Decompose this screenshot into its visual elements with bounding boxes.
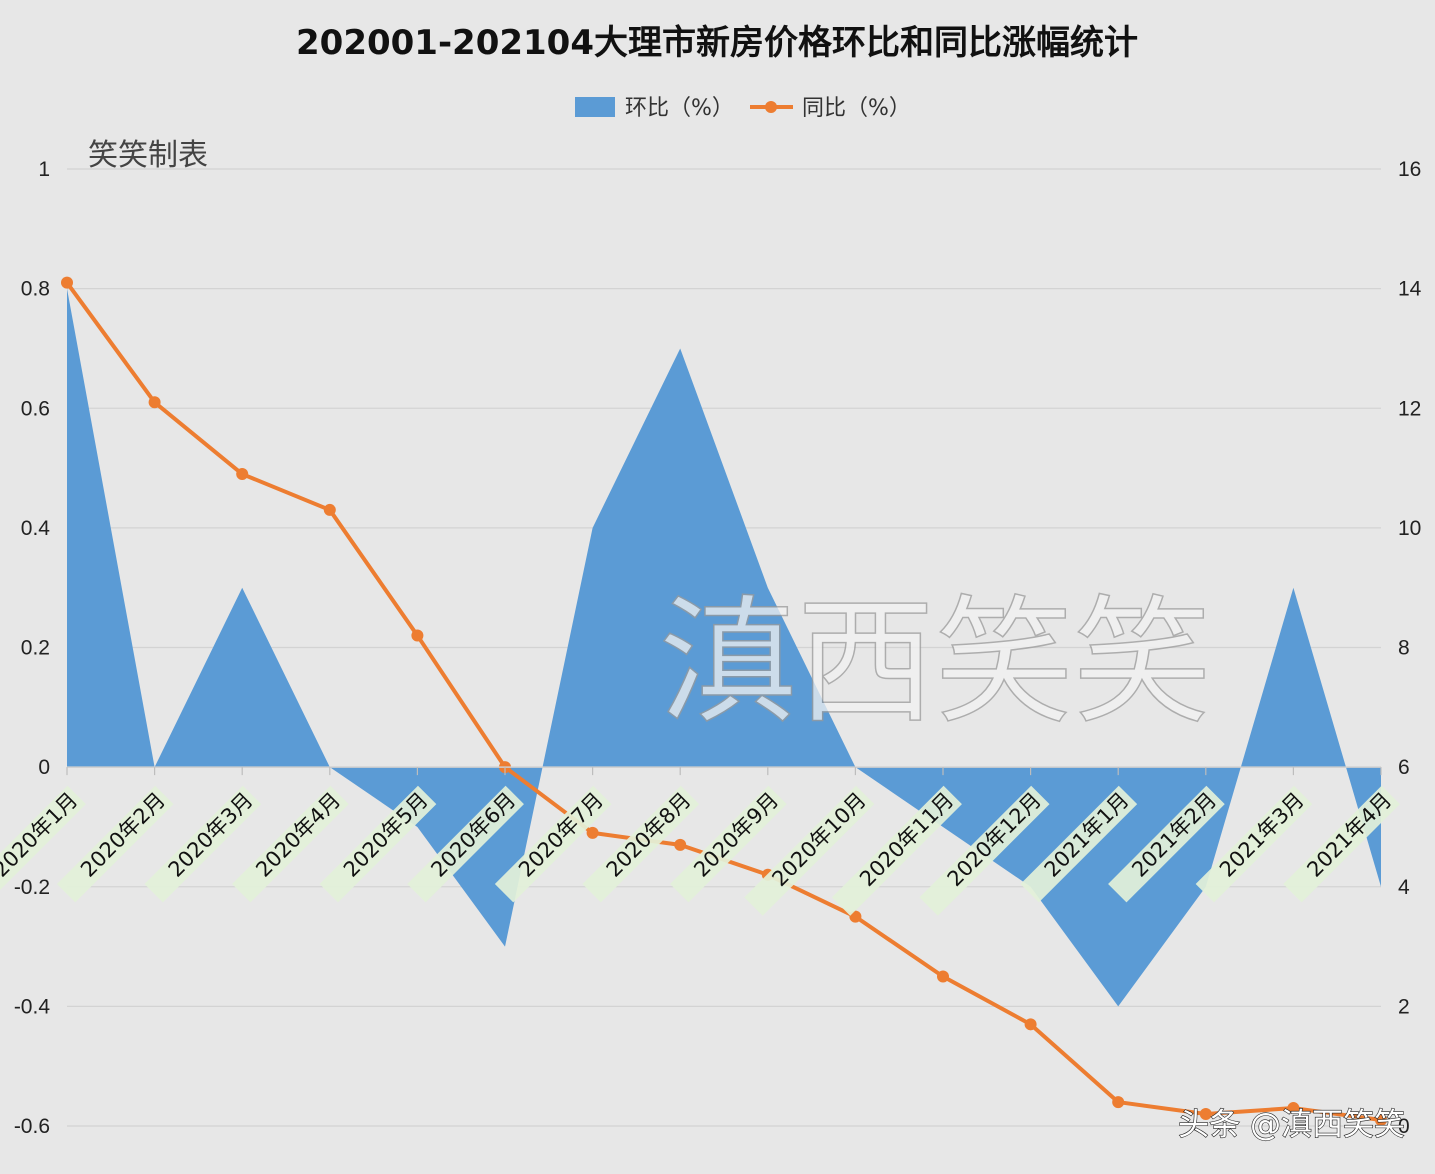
x-tick-label-text: 2020年4月 xyxy=(251,788,345,882)
y-right-tick-label: 16 xyxy=(1398,158,1421,181)
line-point xyxy=(1024,1018,1037,1031)
line-point xyxy=(1199,1108,1212,1121)
x-tick-label-bg xyxy=(919,785,1050,916)
x-tick-label-bg xyxy=(407,785,524,903)
x-tick-label-bg xyxy=(1283,785,1400,903)
y-left-tick-label: 0.2 xyxy=(21,637,50,660)
line-point xyxy=(674,838,687,851)
y-right-tick-label: 14 xyxy=(1398,278,1422,301)
line-point xyxy=(323,503,336,516)
y-left-tick-label: 0.8 xyxy=(21,278,50,301)
legend-label-line: 同比（%） xyxy=(802,96,911,121)
y-left-tick-label: 0.6 xyxy=(21,397,50,420)
line-point xyxy=(849,910,862,923)
y-right-tick-label: 10 xyxy=(1398,517,1421,540)
watermark: 滇西笑笑 xyxy=(658,581,1212,744)
y-right-tick-label: 2 xyxy=(1398,995,1410,1018)
x-tick-label-bg xyxy=(0,785,86,903)
y-left-tick-label: 1 xyxy=(38,158,50,181)
line-point xyxy=(148,396,161,409)
line-point xyxy=(1112,1096,1125,1109)
y-right-tick-label: 6 xyxy=(1398,756,1410,779)
legend-swatch-area xyxy=(575,97,615,117)
x-tick-label-bg xyxy=(1195,785,1313,903)
y-left-tick-label: 0.4 xyxy=(21,517,51,540)
y-left-tick-label: 0 xyxy=(38,756,50,779)
area-series-環比 xyxy=(67,288,1381,1007)
axes xyxy=(66,766,1382,776)
brand-watermark: 头条 @滇西笑笑 xyxy=(1178,1107,1405,1143)
y-left-tick-label: -0.6 xyxy=(14,1115,50,1138)
line-point xyxy=(61,276,73,289)
x-tick-label-text: 2020年1月 xyxy=(0,788,82,882)
line-point xyxy=(236,468,249,481)
x-tick-label-bg xyxy=(144,785,262,903)
x-tick-label-text: 2020年3月 xyxy=(164,788,258,882)
y-left-tick-label: -0.2 xyxy=(14,876,50,899)
line-point xyxy=(1287,1102,1300,1115)
x-tick-label-bg xyxy=(831,785,962,916)
x-tick-label-bg xyxy=(494,785,612,903)
legend-swatch-marker xyxy=(765,101,777,113)
y-right-tick-label: 8 xyxy=(1398,637,1410,660)
x-tick-label-bg xyxy=(319,785,437,903)
chart-annotation: 笑笑制表 xyxy=(88,138,208,173)
x-tick-label-text: 2020年2月 xyxy=(76,788,170,882)
x-tick-label-text: 2021年4月 xyxy=(1303,788,1397,882)
line-point xyxy=(937,970,949,983)
x-tick-label-bg xyxy=(670,785,787,903)
y-right-tick-label: 0 xyxy=(1398,1115,1410,1138)
line-point xyxy=(411,629,424,642)
x-tick-label-bg xyxy=(56,785,174,903)
x-tick-label-bg xyxy=(232,785,349,903)
legend: 环比（%） 同比（%） xyxy=(575,96,911,121)
y-right-tick-label: 4 xyxy=(1398,876,1410,899)
y-left-tick-label: -0.4 xyxy=(14,995,51,1018)
watermark-text: 滇西笑笑 xyxy=(659,582,1211,743)
line-point xyxy=(1375,1114,1387,1127)
x-tick-label-bg xyxy=(582,785,700,903)
y-right-tick-label: 12 xyxy=(1398,397,1421,420)
line-point xyxy=(586,826,599,839)
x-tick-label-bg xyxy=(1108,785,1225,903)
x-tick-label-text: 2020年9月 xyxy=(689,788,783,882)
x-tick-label-bg xyxy=(1020,785,1138,903)
chart-title: 202001-202104大理市新房价格环比和同比涨幅统计 xyxy=(296,23,1138,63)
x-tick-label-bg xyxy=(744,785,875,916)
legend-label-area: 环比（%） xyxy=(625,96,734,121)
series-area xyxy=(67,288,1381,1007)
